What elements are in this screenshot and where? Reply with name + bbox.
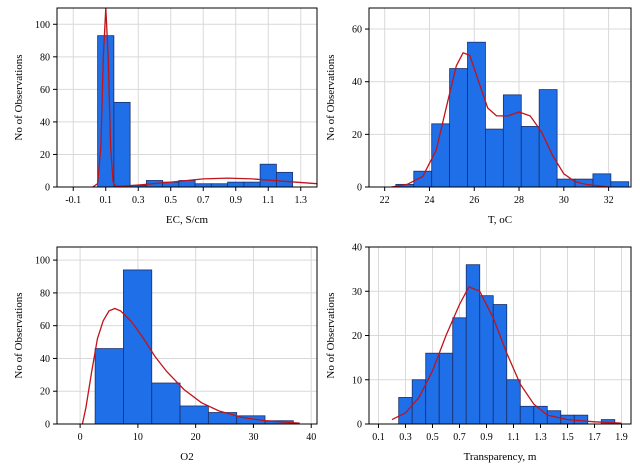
y-tick-label: 80 bbox=[40, 52, 50, 63]
plot-frame bbox=[56, 7, 318, 188]
y-tick-label: 10 bbox=[352, 375, 362, 386]
y-tick-label: 40 bbox=[352, 77, 362, 88]
x-axis-label: O2 bbox=[180, 451, 193, 463]
histogram-bar bbox=[573, 414, 589, 425]
histogram-bar bbox=[502, 94, 522, 188]
fitted-curve bbox=[391, 51, 609, 187]
chart-panel-4: 0.1 0.3 0.5 0.7 0.9 1.1 1.3 1.5 1.7 1.9 0 10 20 30 40 T… bbox=[325, 243, 632, 463]
x-tick-label: 0.1 bbox=[100, 195, 113, 206]
x-tick-label: 0.1 bbox=[372, 432, 385, 443]
y-tick-label: 20 bbox=[352, 331, 362, 342]
histogram-bar bbox=[227, 181, 245, 188]
x-tick-label: -0.1 bbox=[65, 195, 81, 206]
histogram-bar bbox=[425, 352, 440, 425]
y-tick-label: 0 bbox=[357, 183, 362, 194]
y-tick-label: 30 bbox=[352, 287, 362, 298]
fitted-curve bbox=[81, 307, 300, 424]
chart-panel-1: -0.1 0.1 0.3 0.5 0.7 0.9 1.1 1.3 0 20 40 60 80 100 EC,… bbox=[13, 7, 318, 226]
x-tick-label: 1.3 bbox=[534, 432, 547, 443]
histogram-bar bbox=[243, 181, 261, 188]
y-tick-label: 60 bbox=[40, 321, 50, 332]
y-tick-label: 80 bbox=[40, 288, 50, 299]
y-tick-label: 40 bbox=[40, 117, 50, 128]
x-tick-label: 10 bbox=[133, 432, 143, 443]
y-tick-label: 40 bbox=[40, 354, 50, 365]
histogram-bar bbox=[506, 379, 521, 425]
x-tick-label: 40 bbox=[306, 432, 316, 443]
x-tick-label: 1.1 bbox=[262, 195, 275, 206]
y-tick-label: 0 bbox=[45, 183, 50, 194]
x-tick-label: 0.7 bbox=[453, 432, 466, 443]
histogram-bar bbox=[275, 171, 294, 188]
histogram-bar bbox=[151, 382, 181, 425]
y-axis-label: No of Observations bbox=[13, 292, 25, 378]
fitted-curve bbox=[92, 8, 317, 187]
x-axis-label: T, oC bbox=[488, 214, 512, 226]
y-tick-label: 20 bbox=[40, 150, 50, 161]
y-tick-label: 40 bbox=[352, 243, 362, 254]
x-tick-label: 32 bbox=[604, 195, 614, 206]
x-tick-label: 30 bbox=[559, 195, 569, 206]
x-tick-label: 24 bbox=[424, 195, 434, 206]
plot-frame bbox=[56, 246, 318, 425]
histogram-bar bbox=[438, 352, 454, 425]
x-axis-label: EC, S/cm bbox=[166, 214, 209, 226]
y-tick-label: 60 bbox=[352, 25, 362, 36]
y-axis-label: No of Observations bbox=[13, 54, 25, 140]
histogram-bar bbox=[123, 269, 153, 425]
plot-frame bbox=[368, 7, 632, 188]
fitted-curve bbox=[391, 285, 622, 424]
histogram-bar bbox=[94, 348, 124, 425]
x-tick-label: 0.9 bbox=[230, 195, 243, 206]
histogram-bar bbox=[467, 41, 486, 188]
histogram-bar bbox=[113, 101, 131, 188]
x-tick-label: 1.1 bbox=[507, 432, 520, 443]
x-tick-label: 0 bbox=[78, 432, 83, 443]
x-tick-label: 1.9 bbox=[615, 432, 628, 443]
x-tick-label: 1.5 bbox=[561, 432, 574, 443]
x-tick-label: 1.3 bbox=[295, 195, 308, 206]
histogram-bar bbox=[452, 317, 467, 425]
histogram-bar bbox=[538, 89, 558, 188]
y-tick-label: 100 bbox=[35, 20, 50, 31]
chart-panel-3: 0 10 20 30 40 0 20 40 60 80 100 O2 No of Observation… bbox=[13, 246, 318, 463]
histogram-bar bbox=[610, 181, 630, 188]
x-tick-label: 1.7 bbox=[588, 432, 601, 443]
y-axis-label: No of Observations bbox=[325, 292, 337, 378]
x-tick-label: 0.5 bbox=[165, 195, 178, 206]
x-tick-label: 22 bbox=[380, 195, 390, 206]
y-tick-label: 60 bbox=[40, 85, 50, 96]
x-tick-label: 0.7 bbox=[197, 195, 210, 206]
chart-panel-2: 22 24 26 28 30 32 0 20 40 60 T, oC No of Observatio… bbox=[325, 7, 632, 226]
x-tick-label: 26 bbox=[469, 195, 479, 206]
histogram-bar bbox=[398, 397, 413, 425]
y-tick-label: 0 bbox=[45, 420, 50, 431]
histogram-bar bbox=[449, 68, 468, 188]
histogram-bar bbox=[259, 163, 277, 188]
y-tick-label: 100 bbox=[35, 256, 50, 267]
y-tick-label: 20 bbox=[40, 387, 50, 398]
x-tick-label: 0.9 bbox=[480, 432, 493, 443]
y-tick-label: 0 bbox=[357, 420, 362, 431]
x-axis-label: Transparency, m bbox=[464, 451, 537, 463]
y-axis-label: No of Observations bbox=[325, 54, 337, 140]
y-tick-label: 20 bbox=[352, 130, 362, 141]
histogram-bar bbox=[574, 178, 594, 188]
histogram-bar bbox=[519, 405, 535, 425]
x-tick-label: 0.5 bbox=[426, 432, 439, 443]
x-tick-label: 20 bbox=[191, 432, 201, 443]
histogram-bar bbox=[520, 126, 540, 188]
x-tick-label: 0.3 bbox=[399, 432, 412, 443]
histogram-bar bbox=[485, 128, 504, 188]
x-tick-label: 30 bbox=[248, 432, 258, 443]
histogram-bar bbox=[179, 405, 209, 425]
x-tick-label: 0.3 bbox=[132, 195, 145, 206]
x-tick-label: 28 bbox=[514, 195, 524, 206]
